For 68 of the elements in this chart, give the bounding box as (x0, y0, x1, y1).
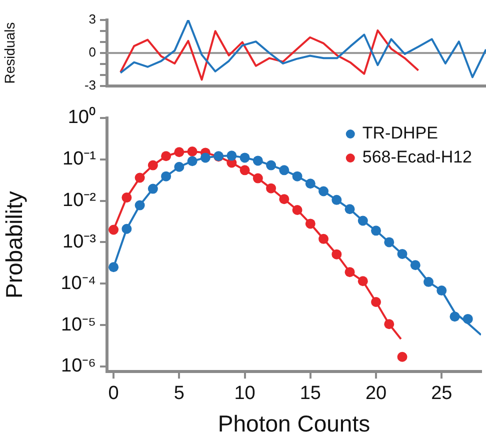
y-tick-label: 10⁻⁵ (60, 314, 96, 336)
point (240, 165, 250, 176)
point (397, 352, 408, 362)
y-tick-label: 10⁻⁴ (60, 272, 96, 294)
point (148, 160, 158, 170)
point (305, 218, 316, 229)
point (134, 172, 145, 183)
point (397, 248, 408, 259)
point (266, 183, 276, 194)
point (358, 276, 368, 286)
point (174, 162, 184, 172)
point (318, 186, 329, 196)
point (122, 192, 132, 203)
point (344, 267, 355, 278)
point (134, 200, 145, 210)
legend-label: 568-Ecad-H12 (362, 148, 472, 167)
y-tick-label: 3 (88, 12, 96, 27)
x-tick-label: 0 (108, 383, 119, 404)
x-tick-label: 20 (365, 383, 387, 404)
point (266, 160, 276, 170)
point (371, 296, 382, 307)
point (122, 224, 132, 234)
point (450, 312, 460, 322)
point (436, 286, 447, 296)
point (161, 171, 172, 182)
x-tick-label: 5 (174, 383, 184, 404)
point (174, 147, 184, 158)
point (240, 152, 250, 163)
point (410, 260, 420, 270)
point (187, 146, 198, 157)
point (384, 319, 394, 330)
y-tick-label: 10⁻³ (62, 231, 96, 252)
point (462, 314, 473, 324)
y-tick-label: -3 (84, 78, 96, 93)
y-tick-label: 10⁻² (62, 190, 96, 212)
point (226, 150, 237, 161)
point (344, 204, 355, 214)
point (108, 224, 119, 235)
legend-label: TR-DHPE (362, 124, 438, 143)
point (424, 276, 434, 287)
x-tick-label: 25 (431, 383, 452, 404)
point (148, 184, 158, 194)
point (252, 173, 263, 184)
point (279, 194, 290, 204)
y-axis-title: Residuals (1, 22, 18, 84)
point (252, 156, 263, 166)
point (200, 152, 210, 163)
x-axis-title: Photon Counts (218, 410, 370, 437)
point (292, 171, 302, 182)
x-tick-label: 15 (300, 383, 321, 404)
point (332, 194, 342, 205)
point (332, 249, 342, 260)
point (279, 165, 290, 176)
y-tick-label: 10⁻¹ (62, 148, 96, 170)
point (108, 262, 119, 272)
y-tick-label: 10⁰ (68, 106, 96, 128)
point (161, 151, 172, 162)
point (358, 216, 368, 226)
point (305, 178, 316, 189)
point (318, 234, 329, 244)
point (187, 156, 198, 166)
y-tick-label: 0 (88, 44, 96, 60)
y-tick-label: 10⁻⁶ (61, 356, 96, 377)
y-axis-title: Probability (1, 190, 28, 298)
point (292, 204, 302, 215)
point (371, 226, 382, 236)
x-tick-label: 10 (234, 383, 256, 404)
point (384, 237, 394, 248)
